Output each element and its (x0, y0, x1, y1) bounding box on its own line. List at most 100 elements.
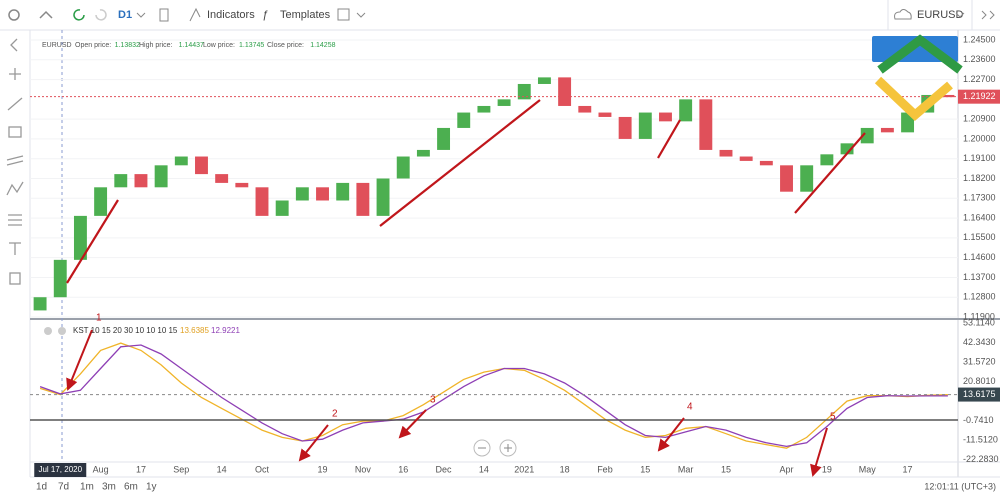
trend-lines (66, 99, 866, 284)
annotation-label: 2 (332, 409, 338, 420)
x-tick-label: 14 (479, 464, 489, 474)
crosshair-tool[interactable] (9, 68, 21, 80)
dropdown-icon[interactable] (136, 12, 146, 18)
x-tick-label: 19 (318, 464, 328, 474)
settings-icon[interactable] (8, 9, 20, 21)
pattern-tool[interactable] (6, 181, 24, 196)
x-tick-label: Sep (173, 464, 189, 474)
legend-value: 13.6385 (180, 326, 209, 335)
x-tick-label: 18 (560, 464, 570, 474)
calendar-icon[interactable] (337, 8, 350, 21)
candle (497, 99, 511, 106)
candle (517, 83, 531, 100)
range-button[interactable]: 7d (58, 482, 69, 493)
x-tick-label: Aug (93, 464, 109, 474)
dropdown-icon[interactable] (356, 12, 366, 18)
info-value: 1.13745 (239, 42, 264, 49)
trendline-tool[interactable] (7, 97, 23, 111)
undo-icon[interactable] (73, 9, 85, 21)
candle (437, 127, 451, 150)
y-tick-label: 1.20900 (963, 114, 996, 124)
expand-icon[interactable] (981, 10, 995, 20)
x-tick-label: 15 (640, 464, 650, 474)
legend-settings[interactable] (58, 327, 66, 335)
candle (759, 160, 773, 166)
clock: 12:01:11 (UTC+3) (924, 481, 996, 491)
y-tick-label: 1.13700 (963, 272, 996, 282)
timeframe[interactable]: D1 (118, 9, 132, 21)
x-tick-label: Mar (678, 464, 694, 474)
channel-tool[interactable] (6, 155, 24, 166)
arrow (810, 427, 828, 477)
candle (255, 187, 269, 216)
info-value: 1.13832 (115, 42, 140, 49)
y-tick-label: 1.22700 (963, 74, 996, 84)
candle (53, 259, 67, 298)
templates-button[interactable]: Templates (280, 9, 331, 21)
candle (376, 178, 390, 216)
x-tick-label: 2021 (514, 464, 534, 474)
candle (880, 127, 894, 133)
y-tick-label: 1.11900 (963, 311, 995, 321)
candle (356, 182, 370, 216)
range-button[interactable]: 1d (36, 482, 47, 493)
candle (800, 165, 814, 192)
back-tool[interactable] (10, 38, 18, 52)
x-tick-label: 16 (398, 464, 408, 474)
info-value: 1.14258 (310, 42, 335, 49)
indicators-icon[interactable] (189, 7, 201, 22)
arrow (657, 417, 685, 452)
annotation-label: 1 (96, 313, 102, 324)
x-tick-label: 19 (822, 464, 832, 474)
candle (215, 174, 229, 183)
x-tick-label: May (859, 464, 877, 474)
y-tick-label: 31.5720 (963, 356, 996, 366)
candle (941, 94, 955, 98)
trend-line (794, 132, 866, 214)
candle (780, 165, 793, 192)
dropdown-icon[interactable] (955, 12, 965, 18)
fib-tool[interactable] (8, 214, 22, 226)
range-button[interactable]: 1y (146, 482, 157, 493)
range-button[interactable]: 1m (80, 482, 94, 493)
candle-icon[interactable] (159, 8, 169, 22)
rectangle-tool[interactable] (8, 126, 22, 138)
legend-hide[interactable] (44, 327, 52, 335)
zoom-in-icon (504, 444, 512, 452)
indicators-button[interactable]: Indicators (207, 9, 255, 21)
legend-name: KST 10 15 20 30 10 10 10 15 (73, 326, 178, 335)
candle (537, 77, 551, 84)
plots: 1.24500 1.23600 1.22700 1.20900 1.20000 1.191… (30, 34, 1000, 477)
crosshair-date-badge (34, 463, 87, 477)
x-tick-label: Nov (355, 464, 372, 474)
trend-line (657, 119, 681, 159)
candle (416, 149, 430, 157)
y-tick-label: -11.5120 (963, 434, 998, 444)
candle (174, 156, 188, 166)
delete-tool[interactable] (9, 272, 21, 285)
info-symbol: EURUSD (42, 42, 72, 49)
templates-icon[interactable]: ƒ (262, 9, 268, 21)
range-button[interactable]: 3m (102, 482, 116, 493)
candle (659, 112, 672, 122)
arrow (398, 409, 427, 439)
range-button[interactable]: 6m (124, 482, 138, 493)
text-tool[interactable] (9, 242, 21, 255)
candle (719, 149, 733, 157)
cloud-icon[interactable] (894, 9, 912, 20)
x-tick-label: Dec (436, 464, 453, 474)
y-tick-label: 1.16400 (963, 212, 996, 222)
annotation-labels: 1 2 3 4 5 (96, 313, 836, 423)
legend-value: 12.9221 (211, 326, 240, 335)
redo-icon[interactable] (95, 9, 107, 21)
candle (558, 77, 572, 106)
candle (316, 187, 329, 201)
collapse-icon[interactable] (39, 10, 53, 19)
logo-yellow (874, 76, 953, 122)
symbol-selector[interactable]: EURUSD (917, 9, 964, 21)
info-label: Open price: (75, 42, 111, 49)
indicator-line (39, 344, 948, 448)
y-tick-label: 1.17300 (963, 193, 996, 203)
candle (73, 215, 87, 260)
